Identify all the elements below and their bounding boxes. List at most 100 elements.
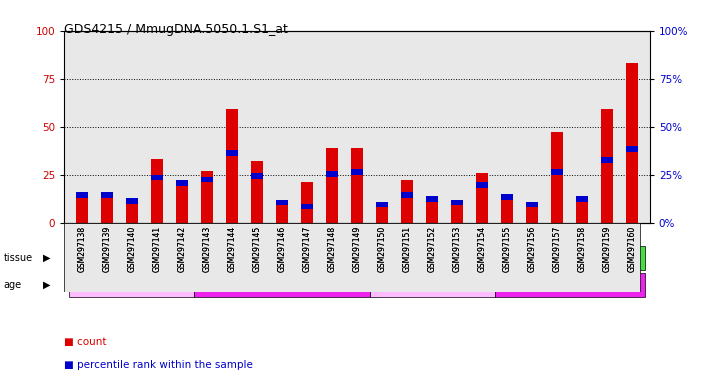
Bar [326,171,338,177]
Bar [151,159,163,223]
Bar [370,246,645,270]
Text: GSM297138: GSM297138 [77,226,86,272]
Text: ■ count: ■ count [64,337,107,347]
Bar [101,196,113,223]
Bar [251,173,263,179]
Text: GSM297158: GSM297158 [578,226,587,272]
Text: GSM297153: GSM297153 [453,226,461,272]
Bar [76,192,88,198]
Text: GSM297140: GSM297140 [127,226,136,272]
Text: ■ percentile rank within the sample: ■ percentile rank within the sample [64,360,253,370]
Text: GSM297157: GSM297157 [553,226,562,272]
Bar [201,177,213,182]
Text: GSM297147: GSM297147 [303,226,311,272]
Text: GSM297151: GSM297151 [403,226,411,272]
Text: age: age [4,280,21,290]
Bar [576,198,588,223]
Bar [176,180,188,186]
Bar [476,173,488,223]
Bar [76,194,88,223]
Text: GSM297148: GSM297148 [328,226,336,272]
Text: GSM297149: GSM297149 [353,226,361,272]
Bar [126,200,138,223]
Text: ▶: ▶ [43,280,51,290]
Text: GSM297149: GSM297149 [353,226,361,272]
Bar [351,169,363,175]
Bar [301,182,313,223]
Text: GSM297145: GSM297145 [253,226,261,272]
Text: GSM297139: GSM297139 [102,226,111,272]
Text: GSM297148: GSM297148 [328,226,336,272]
Text: GSM297146: GSM297146 [278,226,286,272]
Bar [551,169,563,175]
Bar [351,148,363,223]
Bar [451,202,463,223]
Text: GSM297159: GSM297159 [603,226,612,272]
Bar [501,194,513,200]
Text: GSM297155: GSM297155 [503,226,512,272]
Text: GSM297143: GSM297143 [202,226,211,272]
Bar [626,63,638,223]
Text: GSM297154: GSM297154 [478,226,487,272]
Text: GSM297160: GSM297160 [628,226,637,272]
Bar [551,132,563,223]
Text: GSM297155: GSM297155 [503,226,512,272]
Bar [326,148,338,223]
Text: GSM297156: GSM297156 [528,226,537,272]
Text: GSM297146: GSM297146 [278,226,286,272]
Text: GSM297150: GSM297150 [378,226,386,272]
Text: GSM297139: GSM297139 [102,226,111,272]
Text: GSM297158: GSM297158 [578,226,587,272]
Text: GSM297144: GSM297144 [227,226,236,272]
Bar [376,202,388,207]
Text: young: young [418,281,446,290]
Bar [495,273,645,297]
Text: ▶: ▶ [43,253,51,263]
Bar [526,204,538,223]
Text: hippocampus dentate gyrus: hippocampus dentate gyrus [443,254,570,263]
Bar [601,109,613,223]
Bar [526,202,538,207]
Bar [226,150,238,156]
Bar [151,175,163,180]
Bar [476,182,488,188]
Text: GSM297156: GSM297156 [528,226,537,272]
Text: GSM297154: GSM297154 [478,226,487,272]
Text: GSM297152: GSM297152 [428,226,436,272]
Text: GDS4215 / MmugDNA.5050.1.S1_at: GDS4215 / MmugDNA.5050.1.S1_at [64,23,288,36]
Text: aged: aged [558,281,581,290]
Bar [576,196,588,202]
Text: GSM297150: GSM297150 [378,226,386,272]
Text: GSM297160: GSM297160 [628,226,637,272]
Text: GSM297153: GSM297153 [453,226,461,272]
Bar [626,146,638,152]
Bar [601,157,613,163]
Bar [301,204,313,209]
Bar [426,198,438,223]
Bar [194,273,370,297]
Bar [401,180,413,223]
Text: GSM297141: GSM297141 [152,226,161,272]
Bar [126,198,138,204]
Bar [276,204,288,223]
Text: GSM297152: GSM297152 [428,226,436,272]
Bar [370,273,495,297]
Text: GSM297145: GSM297145 [253,226,261,272]
Bar [201,171,213,223]
Text: GSM297140: GSM297140 [127,226,136,272]
Bar [69,246,370,270]
Bar [401,192,413,198]
Text: GSM297157: GSM297157 [553,226,562,272]
Bar [376,204,388,223]
Text: GSM297143: GSM297143 [202,226,211,272]
Text: GSM297147: GSM297147 [303,226,311,272]
Text: hippocampus cornu ammonis: hippocampus cornu ammonis [153,254,286,263]
Text: GSM297159: GSM297159 [603,226,612,272]
Text: GSM297142: GSM297142 [177,226,186,272]
Text: GSM297151: GSM297151 [403,226,411,272]
Text: GSM297142: GSM297142 [177,226,186,272]
Bar [251,161,263,223]
Bar [226,109,238,223]
Text: GSM297144: GSM297144 [227,226,236,272]
Text: tissue: tissue [4,253,33,263]
